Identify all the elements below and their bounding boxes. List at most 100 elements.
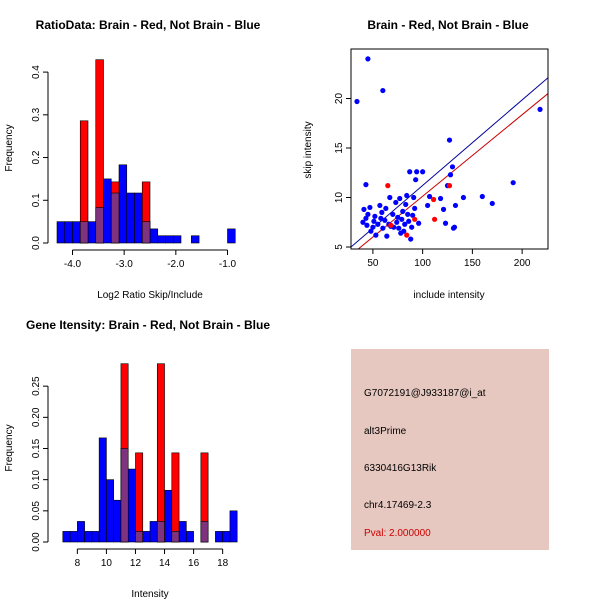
y-tick-label: 0.2	[31, 150, 42, 164]
bar-not-brain	[56, 221, 66, 244]
ratio-histogram-ylabel: Frequency	[4, 124, 15, 171]
point-not-brain	[410, 212, 416, 218]
bar-overlap	[110, 192, 120, 244]
point-not-brain	[406, 218, 412, 224]
intensity-histogram-xlabel: Intensity	[131, 589, 168, 600]
point-not-brain	[378, 215, 384, 221]
point-not-brain	[408, 236, 414, 242]
point-not-brain	[395, 214, 401, 220]
bar-not-brain	[229, 510, 238, 543]
bar-not-brain	[84, 531, 93, 543]
point-not-brain	[390, 211, 396, 217]
point-brain	[431, 216, 438, 222]
probe-id-text: G7072191@J933187@i_at	[364, 388, 486, 399]
point-not-brain	[420, 169, 426, 175]
point-not-brain	[413, 177, 419, 183]
point-not-brain	[370, 224, 376, 230]
scatter-xlabel: include intensity	[413, 290, 484, 301]
x-tick-label: -2.0	[167, 259, 185, 270]
y-tick-label: 0.10	[31, 469, 42, 489]
bar-not-brain	[157, 235, 166, 244]
bar-not-brain	[227, 228, 236, 244]
x-tick-label: -3.0	[116, 259, 134, 270]
bar-overlap	[135, 531, 144, 543]
intensity-histogram-panel: Gene Itensity: Brain - Red, Not Brain - …	[4, 318, 270, 600]
bar-not-brain	[164, 489, 173, 543]
point-not-brain	[383, 205, 389, 212]
x-tick-label: 12	[130, 558, 142, 569]
point-not-brain	[425, 202, 431, 209]
y-tick-label: 10	[334, 192, 345, 204]
bar-not-brain	[134, 192, 143, 244]
y-tick-label: 0.05	[31, 501, 42, 521]
x-tick-label: 150	[464, 258, 481, 269]
point-not-brain	[437, 195, 444, 202]
point-not-brain	[365, 211, 371, 217]
point-not-brain	[427, 193, 433, 200]
scatter-ylabel: skip intensity	[303, 121, 314, 178]
bar-not-brain	[149, 521, 158, 543]
y-tick-label: 0.20	[31, 407, 42, 427]
point-not-brain	[446, 137, 453, 143]
point-not-brain	[363, 182, 369, 188]
point-not-brain	[460, 194, 467, 201]
bar-not-brain	[64, 221, 73, 244]
bar-not-brain	[172, 235, 182, 244]
point-not-brain	[384, 233, 390, 239]
bar-not-brain	[106, 479, 114, 543]
point-brain	[404, 232, 410, 238]
y-tick-label: 0.00	[31, 532, 42, 552]
point-not-brain	[365, 56, 371, 62]
x-tick-label: 10	[101, 558, 113, 569]
point-not-brain	[401, 228, 407, 234]
bar-brain	[135, 452, 144, 543]
pval-text: Pval: 2.000000	[364, 528, 431, 539]
x-tick-label: -4.0	[64, 259, 82, 270]
point-not-brain	[354, 98, 360, 105]
point-not-brain	[403, 201, 409, 208]
y-tick-label: 0.25	[31, 376, 42, 396]
bar-not-brain	[215, 531, 223, 543]
point-not-brain	[416, 220, 422, 226]
point-not-brain	[402, 221, 408, 227]
point-not-brain	[412, 205, 418, 212]
point-not-brain	[442, 220, 449, 226]
point-not-brain	[397, 195, 403, 202]
point-not-brain	[394, 219, 400, 225]
ratio-histogram-panel: RatioData: Brain - Red, Not Brain - Blue…	[4, 18, 261, 301]
bar-not-brain	[91, 531, 100, 543]
point-not-brain	[510, 180, 516, 186]
point-not-brain	[371, 218, 377, 224]
x-tick-label: -1.0	[219, 259, 237, 270]
point-not-brain	[373, 232, 379, 238]
point-brain	[412, 216, 418, 222]
bar-not-brain	[127, 468, 136, 543]
x-tick-label: 200	[514, 258, 531, 269]
bar-not-brain	[222, 531, 231, 543]
point-not-brain	[382, 217, 388, 223]
gene-name-text: 6330416G13Rik	[364, 463, 437, 474]
point-not-brain	[440, 206, 447, 212]
bar-overlap	[79, 221, 89, 244]
bar-brain	[171, 452, 180, 543]
bar-overlap	[141, 221, 151, 244]
point-not-brain	[372, 213, 378, 219]
point-not-brain	[375, 221, 381, 227]
y-tick-label: 15	[334, 142, 345, 154]
bar-not-brain	[113, 499, 122, 543]
point-not-brain	[411, 194, 417, 201]
point-not-brain	[404, 192, 410, 199]
point-brain	[446, 183, 453, 189]
scatter-title: Brain - Red, Not Brain - Blue	[367, 18, 529, 32]
x-tick-label: 100	[414, 258, 431, 269]
y-tick-label: 0.4	[31, 65, 42, 79]
bar-not-brain	[191, 235, 200, 244]
bar-overlap	[156, 521, 165, 543]
point-not-brain	[447, 172, 454, 178]
point-not-brain	[393, 199, 399, 206]
info-panel: G7072191@J933187@i_at alt3Prime 6330416G…	[351, 349, 549, 550]
bar-overlap	[120, 448, 129, 543]
y-tick-label: 20	[334, 93, 345, 105]
x-tick-label: 16	[188, 558, 200, 569]
bar-not-brain	[103, 178, 112, 244]
